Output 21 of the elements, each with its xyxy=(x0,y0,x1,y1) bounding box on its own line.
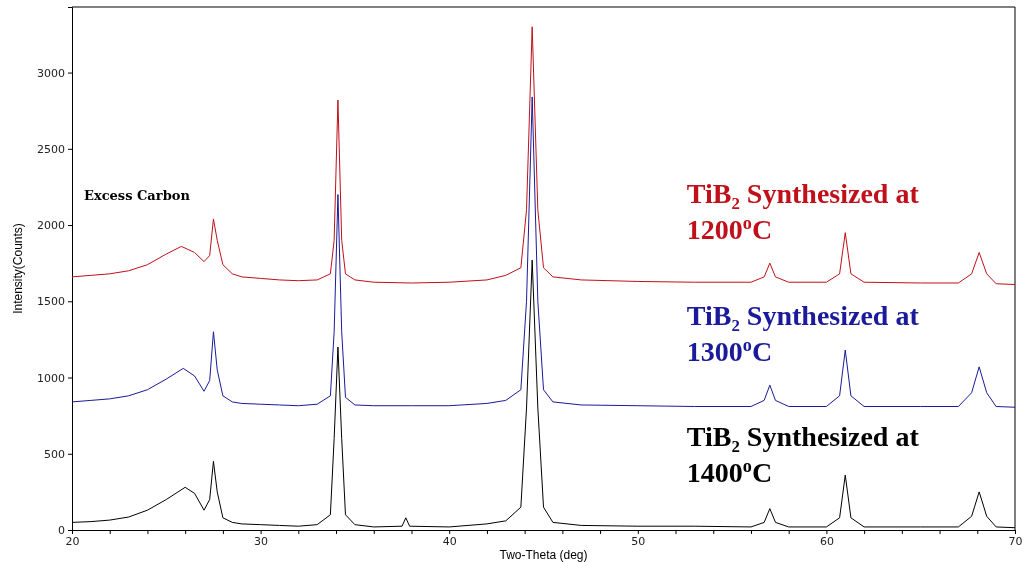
series-label: TiB₂ Synthesized at 1300$^{o}$C xyxy=(686,300,920,368)
x-tick-label: 30 xyxy=(254,534,269,548)
x-tick-label: 20 xyxy=(65,534,80,548)
x-tick-label: 70 xyxy=(1008,534,1023,548)
y-tick-label: 3000 xyxy=(37,66,65,80)
x-tick-label: 50 xyxy=(631,534,646,548)
x-tick-label: 40 xyxy=(442,534,457,548)
x-tick-label: 60 xyxy=(819,534,834,548)
annotation: Excess Carbon xyxy=(84,188,191,203)
y-tick-label: 2000 xyxy=(37,219,65,233)
y-tick-label: 1000 xyxy=(37,371,65,385)
line-series xyxy=(71,26,1016,286)
y-tick-label: 2500 xyxy=(37,142,65,156)
y-tick-label: 1500 xyxy=(37,295,65,309)
y-tick-label: 0 xyxy=(58,524,65,538)
x-axis-title: Two-Theta (deg) xyxy=(499,548,588,562)
y-tick-label: 500 xyxy=(44,447,65,461)
y-axis-title: Intensity(Counts) xyxy=(11,223,25,314)
line-series xyxy=(71,96,1016,408)
series-label: TiB₂ Synthesized at 1400$^{o}$C xyxy=(686,420,920,488)
series-label: TiB₂ Synthesized at 1200$^{o}$C xyxy=(686,177,920,245)
